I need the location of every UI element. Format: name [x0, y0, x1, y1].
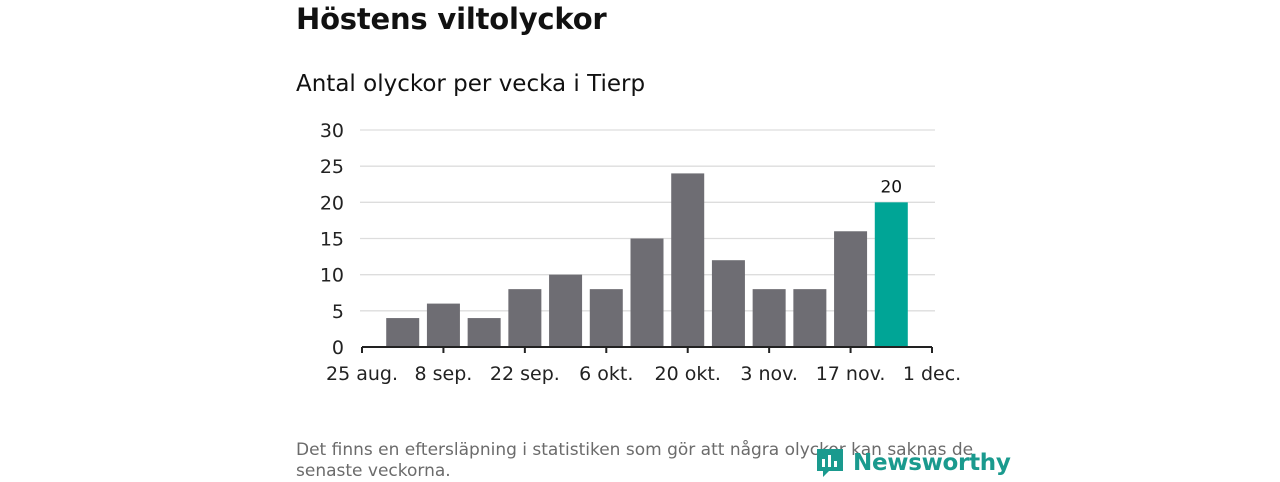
chart-title: Höstens viltolyckor	[296, 2, 607, 36]
y-tick-label: 0	[332, 337, 344, 359]
highlighted-bar	[874, 202, 908, 347]
x-tick-label: 25 aug.	[326, 363, 398, 385]
y-tick-label: 5	[332, 301, 344, 323]
bar	[834, 231, 868, 347]
x-tick-label: 1 dec.	[903, 363, 961, 385]
x-tick-label: 22 sep.	[490, 363, 560, 385]
bar	[630, 238, 664, 347]
data-label: 20	[880, 177, 902, 197]
bar	[467, 318, 501, 347]
y-tick-label: 25	[320, 156, 344, 178]
x-tick-label: 6 okt.	[579, 363, 633, 385]
bar	[426, 303, 460, 347]
bar	[508, 289, 542, 347]
y-tick-label: 30	[320, 120, 344, 142]
bar	[386, 318, 420, 347]
bar	[671, 173, 705, 347]
y-tick-label: 10	[320, 265, 344, 287]
newsworthy-logo: Newsworthy	[815, 447, 1011, 479]
x-tick-label: 3 nov.	[740, 363, 798, 385]
y-tick-label: 20	[320, 192, 344, 214]
bar	[752, 289, 786, 347]
footnote: Det finns en eftersläpning i statistiken…	[296, 440, 974, 481]
y-tick-label: 15	[320, 229, 344, 251]
bar	[589, 289, 623, 347]
newsworthy-logo-icon	[817, 449, 843, 477]
bar-chart: 0 5 10 15 20 25 30 20 25 aug. 8 sep. 22 sep. 6 okt.…	[320, 120, 961, 385]
x-tick-label: 20 okt.	[655, 363, 721, 385]
x-tick-label: 17 nov.	[816, 363, 886, 385]
bar	[793, 289, 827, 347]
newsworthy-logo-text: Newsworthy	[853, 450, 1011, 476]
x-tick-label: 8 sep.	[415, 363, 473, 385]
bar	[549, 274, 583, 347]
chart-subtitle: Antal olyckor per vecka i Tierp	[296, 71, 646, 97]
bar	[711, 260, 745, 347]
